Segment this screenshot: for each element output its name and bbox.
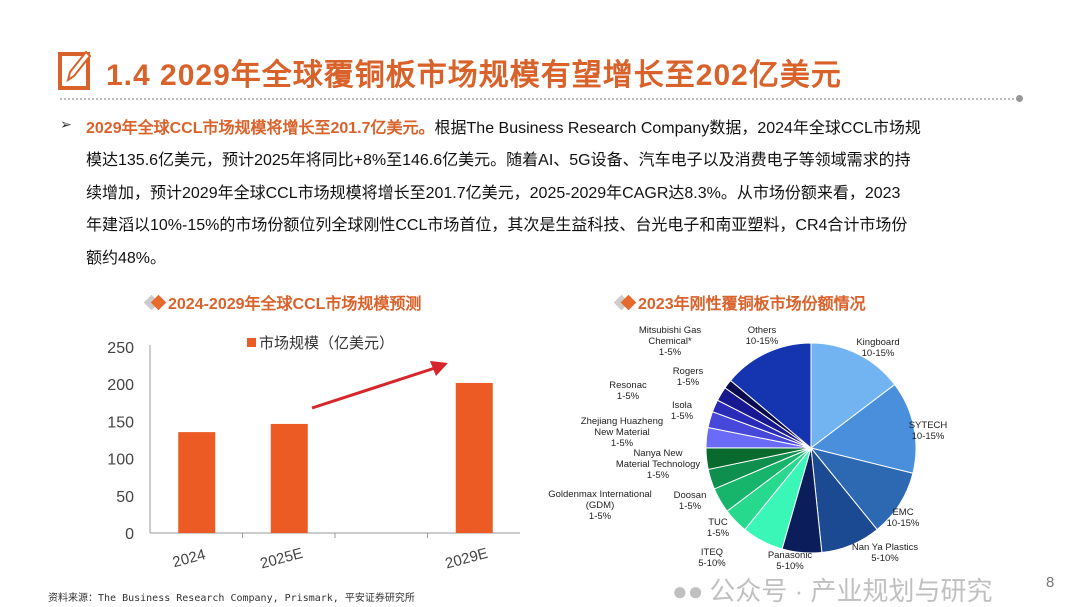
body-text: 根据The Business Research Company数据，2024年全… bbox=[434, 120, 921, 137]
bar-chart-title: 2024-2029年全球CCL市场规模预测 bbox=[143, 290, 422, 314]
x-tick-label: 2024 bbox=[171, 546, 208, 571]
pie-label: Panasonic 5-10% bbox=[768, 550, 813, 572]
bullet-arrow-icon: ➢ bbox=[60, 116, 72, 132]
y-tick-label: 200 bbox=[107, 377, 134, 394]
bar bbox=[270, 423, 308, 533]
y-tick-label: 0 bbox=[125, 526, 134, 543]
trend-arrow bbox=[311, 366, 436, 410]
body-line: 额约48%。 bbox=[86, 250, 167, 267]
body-line: 年建滔以10%-15%的市场份额位列全球刚性CCL市场首位，其次是生益科技、台光… bbox=[86, 217, 908, 234]
x-tick-label: 2025E bbox=[258, 545, 304, 573]
pie-label: Nan Ya Plastics 5-10% bbox=[852, 542, 918, 564]
page-title: 1.4 2029年全球覆铜板市场规模有望增长至202亿美元 bbox=[106, 59, 842, 92]
wechat-icon: ●● bbox=[672, 576, 704, 606]
pie-label: Mitsubishi Gas Chemical* 1-5% bbox=[639, 325, 702, 358]
pie-slice bbox=[809, 383, 917, 474]
edit-pencil-icon bbox=[58, 50, 92, 90]
pie-label: SYTECH 10-15% bbox=[909, 420, 948, 442]
divider-end-dot bbox=[1016, 95, 1023, 102]
bar bbox=[178, 432, 216, 533]
pie-label: TUC 1-5% bbox=[707, 517, 730, 539]
pie-slice bbox=[810, 342, 896, 450]
pie-label: ITEQ 5-10% bbox=[698, 547, 726, 569]
y-tick-label: 100 bbox=[107, 452, 134, 469]
y-tick-label: 250 bbox=[107, 340, 134, 357]
bar bbox=[455, 382, 493, 533]
pie-label: Kingboard 10-15% bbox=[856, 337, 899, 359]
pie-label: Rogers 1-5% bbox=[673, 366, 704, 388]
pie-label: Resonac 1-5% bbox=[609, 380, 647, 402]
arrow-head-icon bbox=[430, 361, 448, 376]
body-line: 续增加，预计2029年全球CCL市场规模将增长至201.7亿美元，2025-20… bbox=[86, 185, 901, 202]
y-tick-label: 50 bbox=[116, 489, 134, 506]
watermark: ●● 公众号 · 产业规划与研究 bbox=[672, 576, 993, 606]
body-line: 模达135.6亿美元，预计2025年将同比+8%至146.6亿美元。随着AI、5… bbox=[86, 152, 911, 169]
chart-title-text: 2023年刚性覆铜板市场份额情况 bbox=[638, 296, 866, 313]
pie-slice bbox=[729, 342, 812, 450]
pie-label: Isola 1-5% bbox=[671, 400, 694, 422]
pie-label: Nanya New Material Technology 1-5% bbox=[616, 448, 701, 481]
pie-chart: Kingboard 10-15% SYTECH 10-15% EMC 10-15% Nan … bbox=[548, 325, 948, 572]
body-highlight: 2029年全球CCL市场规模将增长至201.7亿美元。 bbox=[86, 120, 435, 137]
pie-label: Others 10-15% bbox=[746, 325, 779, 347]
x-tick-label: 2029E bbox=[443, 545, 489, 573]
legend-label: 市场规模（亿美元） bbox=[259, 335, 394, 352]
source-note: 资料来源：The Business Research Company, Pris… bbox=[48, 593, 415, 604]
y-tick-label: 150 bbox=[107, 414, 134, 431]
chart-title-text: 2024-2029年全球CCL市场规模预测 bbox=[168, 296, 422, 313]
bar-chart: 0 50 100 150 200 250 2024 2025E 2029E 市场规模（亿美元） bbox=[107, 335, 520, 573]
title-divider bbox=[60, 98, 1018, 100]
body-line: 2029年全球CCL市场规模将增长至201.7亿美元。根据The Busines… bbox=[86, 114, 921, 138]
page-number: 8 bbox=[1046, 574, 1055, 591]
legend-swatch bbox=[247, 338, 256, 347]
pie-label: Goldenmax International (GDM) 1-5% bbox=[548, 489, 652, 522]
pie-label: Zhejiang Huazheng New Material 1-5% bbox=[581, 416, 663, 449]
pie-label: EMC 10-15% bbox=[887, 507, 920, 529]
pie-chart-title: 2023年刚性覆铜板市场份额情况 bbox=[613, 290, 866, 314]
pie-label: Doosan 1-5% bbox=[674, 490, 707, 512]
